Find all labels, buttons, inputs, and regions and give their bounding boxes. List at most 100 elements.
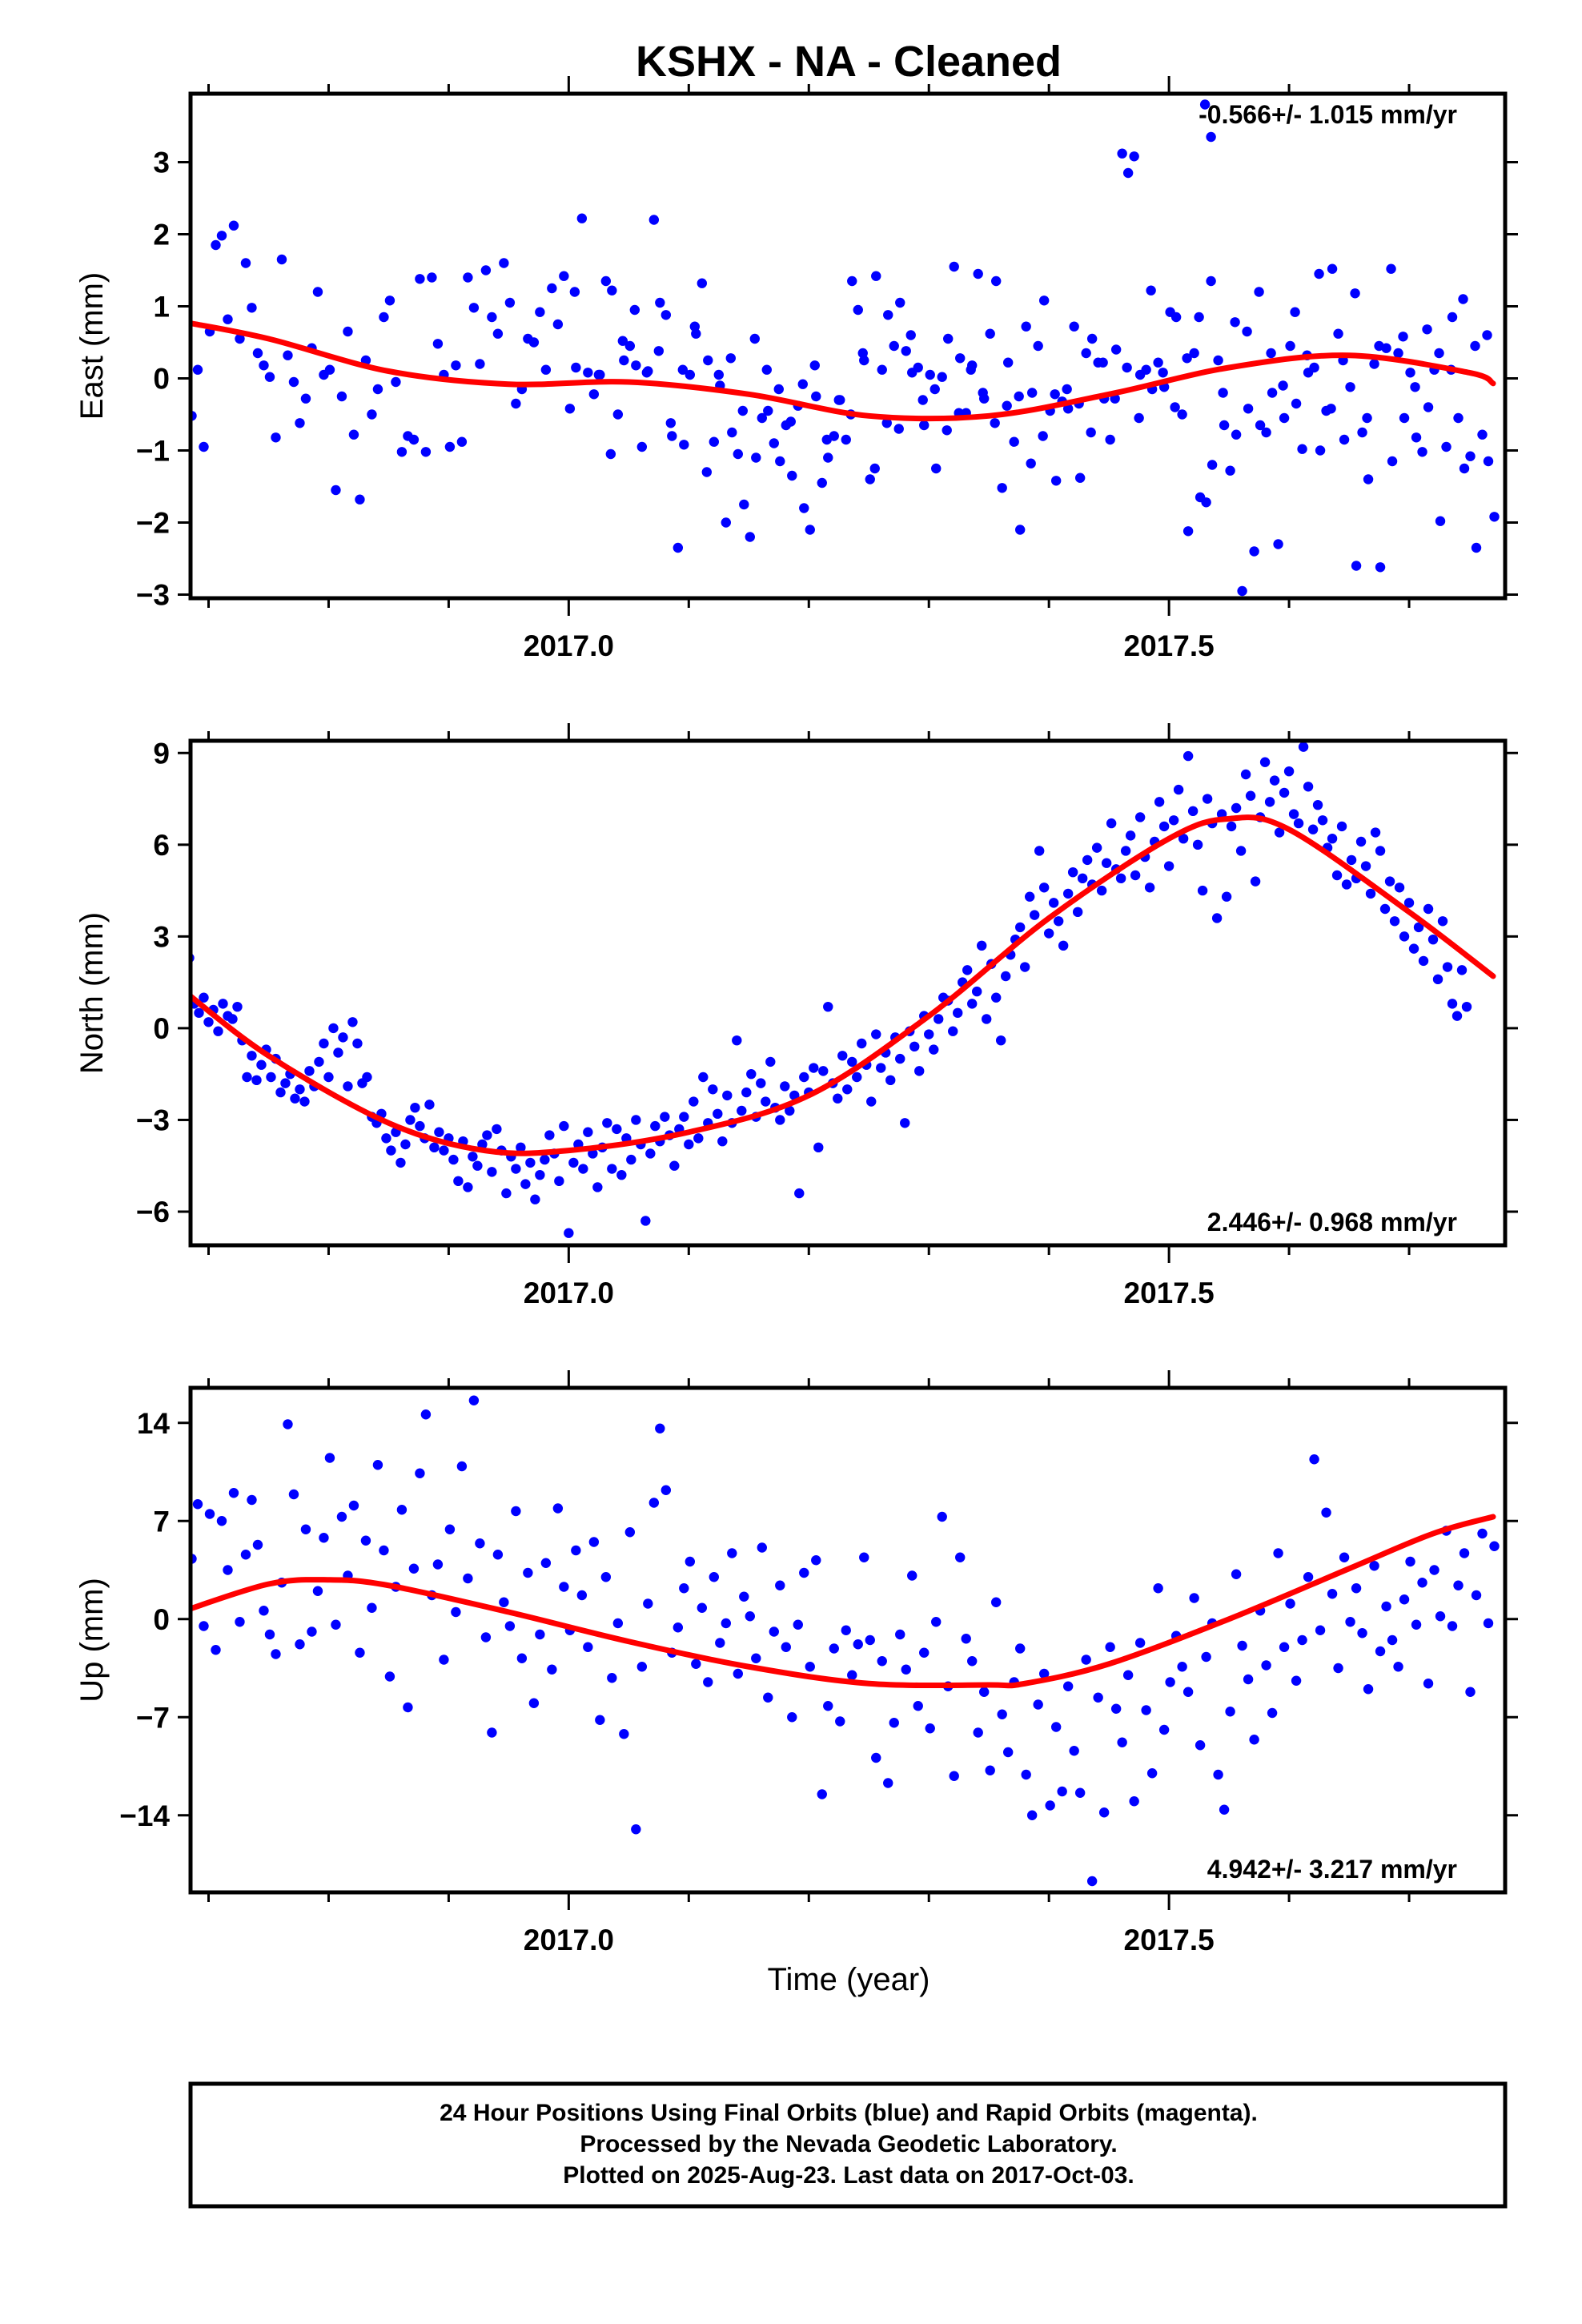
data-point bbox=[612, 1618, 624, 1629]
data-point bbox=[612, 409, 624, 420]
data-point bbox=[773, 384, 784, 395]
data-point bbox=[817, 1789, 827, 1799]
data-point bbox=[949, 261, 959, 272]
data-point bbox=[841, 1625, 851, 1635]
plot-area bbox=[191, 99, 1500, 597]
data-point bbox=[727, 1548, 737, 1558]
data-point bbox=[1273, 1548, 1283, 1558]
data-point bbox=[1333, 1663, 1343, 1674]
data-point bbox=[391, 376, 401, 388]
data-point bbox=[1274, 827, 1285, 838]
data-point bbox=[837, 1051, 848, 1061]
data-point bbox=[415, 1468, 425, 1478]
data-point bbox=[1351, 561, 1362, 571]
y-tick-label: 0 bbox=[153, 363, 170, 396]
data-point bbox=[360, 1535, 371, 1546]
data-point bbox=[1351, 1583, 1362, 1594]
y-tick-label: 0 bbox=[153, 1603, 170, 1636]
data-point bbox=[463, 1182, 473, 1192]
data-point bbox=[1009, 436, 1019, 447]
data-point bbox=[396, 447, 408, 457]
data-point bbox=[1026, 388, 1038, 398]
data-point bbox=[745, 532, 755, 542]
data-point bbox=[612, 1124, 622, 1135]
data-point bbox=[211, 239, 221, 251]
data-point bbox=[415, 1120, 425, 1132]
data-point bbox=[468, 1395, 480, 1405]
data-point bbox=[451, 360, 461, 371]
data-point bbox=[1309, 1454, 1319, 1465]
data-point bbox=[1062, 384, 1072, 395]
data-point bbox=[1279, 787, 1290, 798]
data-point bbox=[312, 1586, 323, 1596]
data-point bbox=[396, 1505, 408, 1515]
data-point bbox=[1158, 1724, 1170, 1735]
data-point bbox=[1379, 903, 1391, 915]
data-point bbox=[1422, 324, 1432, 335]
data-point bbox=[636, 1662, 648, 1672]
data-point bbox=[1250, 876, 1261, 887]
data-point bbox=[1327, 263, 1338, 274]
data-point bbox=[1226, 821, 1237, 832]
data-point bbox=[1331, 870, 1343, 881]
data-point bbox=[1312, 799, 1323, 810]
data-point bbox=[1231, 429, 1242, 440]
data-point bbox=[1231, 1569, 1242, 1579]
data-point bbox=[480, 265, 492, 275]
data-point bbox=[559, 1582, 569, 1592]
y-tick-label: −1 bbox=[136, 435, 170, 468]
data-point bbox=[1115, 873, 1126, 884]
data-point bbox=[909, 1041, 920, 1052]
data-point bbox=[1069, 1746, 1079, 1756]
data-point bbox=[492, 328, 504, 339]
data-point bbox=[266, 1072, 276, 1083]
data-point bbox=[432, 339, 444, 349]
data-point bbox=[1177, 1662, 1187, 1672]
data-point bbox=[228, 1488, 239, 1498]
data-point bbox=[1202, 794, 1213, 804]
data-point bbox=[865, 1634, 875, 1646]
data-point bbox=[799, 1072, 809, 1083]
data-point bbox=[703, 355, 713, 366]
data-point bbox=[1465, 1687, 1476, 1697]
data-point bbox=[833, 1093, 843, 1104]
data-point bbox=[432, 1559, 444, 1570]
data-point bbox=[1489, 1541, 1500, 1551]
data-point bbox=[1269, 775, 1280, 786]
data-point bbox=[797, 379, 808, 389]
data-point bbox=[463, 1573, 473, 1584]
data-point bbox=[765, 1056, 776, 1068]
data-point bbox=[1225, 465, 1235, 476]
data-point bbox=[1081, 348, 1091, 359]
data-point bbox=[1370, 827, 1381, 838]
data-point bbox=[1437, 916, 1448, 927]
data-point bbox=[1093, 1692, 1103, 1703]
data-point bbox=[216, 1516, 227, 1526]
chart-title: KSHX - NA - Cleaned bbox=[636, 38, 1062, 86]
data-point bbox=[218, 999, 228, 1009]
data-point bbox=[665, 418, 677, 428]
data-point bbox=[811, 1555, 821, 1566]
up-panel: 14 7 0 −7 −14 2017.0 2017.5 Up (mm) 4.942+/- 3.2… bbox=[74, 1370, 1518, 1956]
data-point bbox=[708, 1084, 718, 1095]
data-point bbox=[966, 364, 976, 375]
data-point bbox=[895, 297, 905, 308]
data-point bbox=[733, 448, 743, 460]
data-point bbox=[1153, 1583, 1163, 1594]
data-point bbox=[697, 278, 708, 288]
data-point bbox=[235, 333, 245, 344]
data-point bbox=[271, 1649, 281, 1659]
data-point bbox=[883, 1778, 893, 1788]
data-point bbox=[997, 1709, 1007, 1719]
data-point bbox=[1278, 380, 1288, 391]
panel-frame bbox=[188, 738, 1508, 1248]
data-point bbox=[456, 436, 468, 447]
data-point bbox=[252, 348, 263, 359]
data-point bbox=[943, 333, 954, 344]
data-point bbox=[1314, 268, 1324, 279]
data-point bbox=[1249, 1735, 1259, 1745]
data-point bbox=[1125, 830, 1136, 841]
data-point bbox=[978, 388, 988, 398]
data-point bbox=[617, 336, 628, 346]
data-point bbox=[312, 287, 323, 297]
